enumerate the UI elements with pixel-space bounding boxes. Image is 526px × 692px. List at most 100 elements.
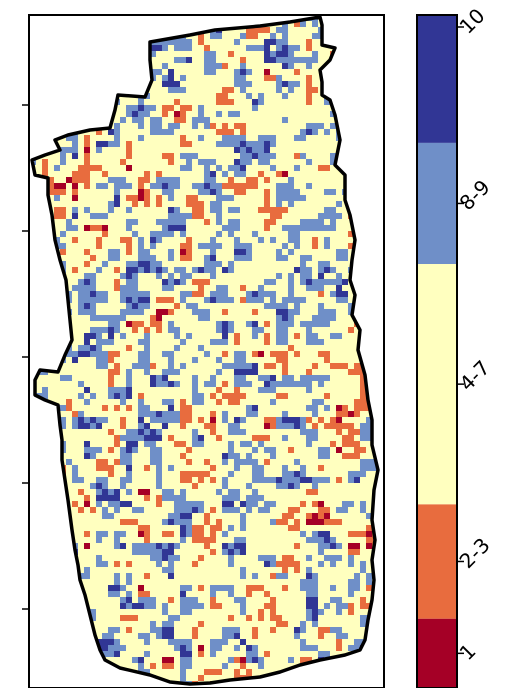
- raster-cell: [132, 129, 138, 135]
- raster-cell: [276, 147, 282, 153]
- raster-cell: [84, 141, 90, 147]
- raster-cell: [354, 459, 360, 465]
- raster-cell: [342, 357, 348, 363]
- raster-cell: [138, 207, 144, 213]
- raster-cell: [288, 237, 294, 243]
- raster-cell: [174, 87, 180, 93]
- raster-cell: [144, 447, 150, 453]
- raster-cell: [72, 195, 78, 201]
- raster-cell: [132, 195, 138, 201]
- raster-cell: [180, 105, 186, 111]
- raster-cell: [48, 159, 54, 165]
- raster-cell: [102, 45, 108, 51]
- raster-cell: [138, 387, 144, 393]
- raster-cell: [90, 327, 96, 333]
- raster-cell: [72, 501, 78, 507]
- raster-cell: [246, 63, 252, 69]
- raster-cell: [234, 189, 240, 195]
- raster-cell: [78, 165, 84, 171]
- raster-cell: [240, 243, 246, 249]
- raster-cell: [342, 255, 348, 261]
- raster-cell: [252, 69, 258, 75]
- raster-cell: [144, 327, 150, 333]
- raster-cell: [252, 357, 258, 363]
- raster-cell: [300, 459, 306, 465]
- raster-cell: [330, 459, 336, 465]
- raster-cell: [144, 471, 150, 477]
- raster-cell: [132, 327, 138, 333]
- raster-cell: [48, 141, 54, 147]
- raster-cell: [336, 477, 342, 483]
- raster-cell: [180, 81, 186, 87]
- raster-cell: [36, 87, 42, 93]
- raster-cell: [264, 423, 270, 429]
- raster-cell: [180, 393, 186, 399]
- raster-cell: [102, 387, 108, 393]
- raster-cell: [306, 453, 312, 459]
- raster-cell: [282, 435, 288, 441]
- raster-cell: [300, 57, 306, 63]
- raster-cell: [204, 303, 210, 309]
- raster-cell: [120, 477, 126, 483]
- raster-cell: [186, 147, 192, 153]
- raster-cell: [240, 237, 246, 243]
- raster-cell: [216, 387, 222, 393]
- raster-cell: [72, 297, 78, 303]
- raster-cell: [288, 129, 294, 135]
- raster-cell: [54, 117, 60, 123]
- raster-cell: [312, 327, 318, 333]
- raster-cell: [78, 405, 84, 411]
- raster-cell: [342, 129, 348, 135]
- raster-cell: [36, 483, 42, 489]
- raster-cell: [78, 291, 84, 297]
- raster-cell: [72, 165, 78, 171]
- raster-cell: [120, 279, 126, 285]
- raster-cell: [252, 123, 258, 129]
- raster-cell: [150, 105, 156, 111]
- raster-cell: [114, 411, 120, 417]
- raster-cell: [54, 303, 60, 309]
- raster-cell: [30, 483, 36, 489]
- raster-cell: [156, 393, 162, 399]
- raster-cell: [36, 285, 42, 291]
- raster-cell: [312, 423, 318, 429]
- raster-cell: [60, 111, 66, 117]
- raster-cell: [288, 501, 294, 507]
- raster-cell: [156, 285, 162, 291]
- raster-cell: [300, 219, 306, 225]
- raster-cell: [372, 123, 378, 129]
- raster-cell: [150, 33, 156, 39]
- raster-cell: [246, 237, 252, 243]
- raster-cell: [252, 381, 258, 387]
- raster-cell: [198, 243, 204, 249]
- raster-cell: [186, 381, 192, 387]
- raster-cell: [258, 303, 264, 309]
- raster-cell: [204, 393, 210, 399]
- raster-cell: [366, 261, 372, 267]
- raster-cell: [366, 219, 372, 225]
- raster-cell: [120, 267, 126, 273]
- raster-cell: [258, 135, 264, 141]
- raster-cell: [252, 33, 258, 39]
- raster-cell: [282, 303, 288, 309]
- raster-cell: [144, 111, 150, 117]
- raster-cell: [96, 501, 102, 507]
- raster-cell: [204, 513, 210, 519]
- raster-cell: [180, 483, 186, 489]
- raster-cell: [48, 423, 54, 429]
- raster-cell: [138, 405, 144, 411]
- raster-cell: [228, 483, 234, 489]
- raster-cell: [336, 513, 342, 519]
- raster-cell: [114, 87, 120, 93]
- raster-cell: [252, 435, 258, 441]
- raster-cell: [222, 201, 228, 207]
- raster-cell: [42, 237, 48, 243]
- raster-cell: [84, 459, 90, 465]
- raster-cell: [90, 135, 96, 141]
- raster-cell: [78, 507, 84, 513]
- raster-cell: [162, 321, 168, 327]
- raster-cell: [90, 375, 96, 381]
- raster-cell: [156, 339, 162, 345]
- raster-cell: [192, 489, 198, 495]
- raster-cell: [198, 327, 204, 333]
